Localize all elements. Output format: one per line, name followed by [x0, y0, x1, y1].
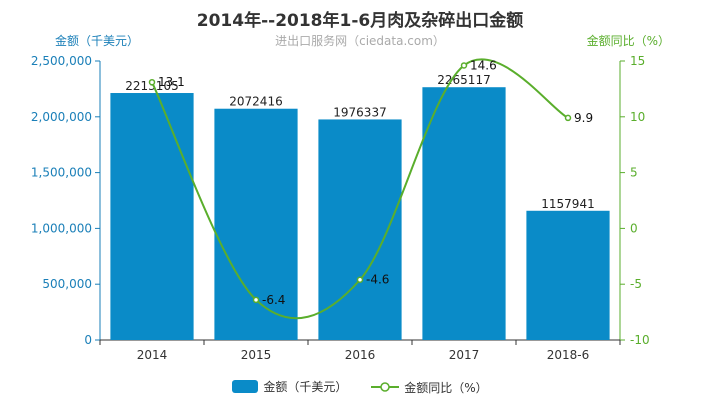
- legend-item-amount[interactable]: 金额（千美元）: [232, 378, 347, 395]
- bar: [422, 87, 506, 340]
- x-axis-tick-label: 2015: [241, 348, 272, 362]
- bar-value-label: 1157941: [541, 197, 594, 211]
- bar-value-label: 1976337: [333, 105, 386, 119]
- yoy-point: [564, 114, 572, 122]
- left-axis-tick-label: 1,000,000: [31, 221, 92, 235]
- yoy-point: [356, 276, 364, 283]
- chart-title: 2014年--2018年1-6月肉及杂碎出口金额: [196, 11, 524, 31]
- yoy-point: [252, 296, 260, 304]
- yoy-value-label: 14.6: [470, 58, 497, 72]
- yoy-value-label: -6.4: [262, 293, 285, 307]
- left-axis-tick-label: 2,500,000: [31, 54, 92, 68]
- yoy-value-label: -4.6: [366, 273, 389, 287]
- x-axis-tick-label: 2016: [345, 348, 376, 362]
- bar: [526, 210, 610, 340]
- left-axis-tick-label: 2,000,000: [31, 110, 92, 124]
- x-axis-tick-label: 2017: [449, 348, 480, 362]
- bar-value-label: 2072416: [229, 95, 282, 109]
- right-axis-tick-label: -10: [630, 333, 650, 347]
- left-axis-tick-label: 1,500,000: [31, 166, 92, 180]
- yoy-value-label: 9.9: [574, 111, 593, 125]
- legend: 金额（千美元） 金额同比（%）: [0, 378, 720, 396]
- yoy-point: [148, 78, 156, 86]
- right-axis-tick-label: 5: [630, 166, 638, 180]
- bar: [110, 93, 194, 340]
- bar-value-label: 2265117: [437, 73, 490, 87]
- legend-line-swatch: [371, 382, 400, 392]
- left-axis-tick-label: 0: [84, 333, 92, 347]
- yoy-value-label: 13.1: [158, 75, 185, 89]
- legend-label-amount: 金额（千美元）: [263, 380, 348, 394]
- right-axis-tick-label: 0: [630, 221, 638, 235]
- right-axis-tick-label: -5: [630, 277, 642, 291]
- left-axis-label: 金额（千美元）: [55, 34, 140, 48]
- yoy-point: [460, 62, 468, 69]
- legend-label-yoy: 金额同比（%）: [404, 380, 488, 395]
- bar-value-label: 2213105: [125, 79, 178, 93]
- legend-bar-swatch: [232, 380, 259, 393]
- right-axis-tick-label: 10: [630, 110, 645, 124]
- x-axis-tick-label: 2018-6: [547, 348, 590, 362]
- chart-subtitle: 进出口服务网（ciedata.com）: [275, 34, 445, 48]
- right-axis-label: 金额同比（%）: [586, 34, 670, 48]
- x-axis-tick-label: 2014: [137, 348, 168, 362]
- right-axis-tick-label: 15: [630, 54, 645, 68]
- left-axis-tick-label: 500,000: [42, 277, 92, 291]
- legend-item-yoy[interactable]: 金额同比（%）: [371, 379, 488, 396]
